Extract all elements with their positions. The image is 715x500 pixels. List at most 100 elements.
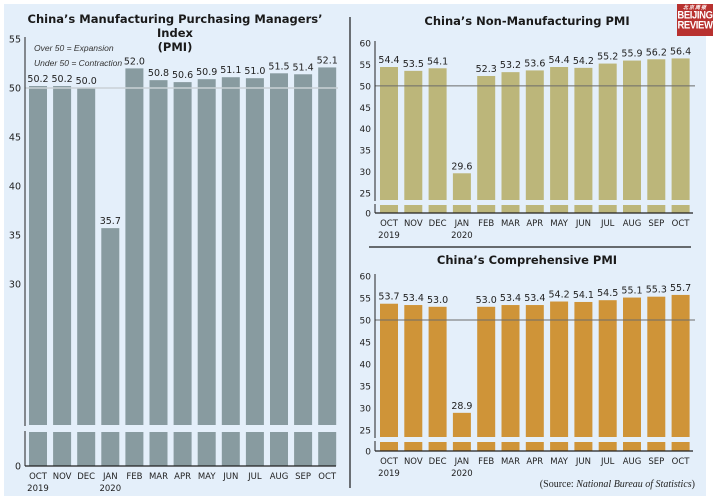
comprehensive-value-label: 54.2: [549, 290, 570, 301]
non-manufacturing-y-tick-label: 45: [360, 104, 371, 114]
non-manufacturing-bar-1: [380, 67, 398, 200]
comprehensive-category-label: SEP: [648, 457, 664, 467]
manufacturing-year-label: 2020: [99, 484, 121, 494]
non-manufacturing-bar-11: [623, 60, 641, 201]
manufacturing-bar-5: [125, 68, 144, 426]
comprehensive-bar-2: [404, 305, 423, 437]
comprehensive-bar-1: [380, 303, 398, 437]
non-manufacturing-category-label: APR: [526, 219, 543, 229]
manufacturing-value-label: 50.8: [148, 68, 169, 79]
manufacturing-category-label: NOV: [53, 472, 72, 482]
non-manufacturing-bar-stub-7: [525, 205, 544, 213]
comprehensive-y-tick-label: 45: [360, 339, 371, 349]
comprehensive-bar-stub-10: [598, 442, 617, 451]
manufacturing-bar-stub-13: [318, 432, 337, 466]
manufacturing-value-label: 35.7: [100, 216, 121, 227]
manufacturing-y-tick-label: 55: [9, 35, 21, 46]
comprehensive-category-label: JUN: [575, 457, 591, 467]
comprehensive-bar-3: [428, 306, 447, 437]
source-note: (Source: National Bureau of Statistics): [540, 479, 695, 490]
manufacturing-bar-3: [77, 88, 96, 425]
non-manufacturing-bar-stub-6: [501, 205, 520, 213]
manufacturing-bar-stub-1: [29, 432, 47, 466]
manufacturing-category-label: JUL: [247, 472, 262, 482]
comprehensive-year-label: 2020: [451, 469, 473, 479]
manufacturing-bar-stub-3: [77, 432, 96, 466]
comprehensive-bar-stub-4: [452, 442, 471, 451]
manufacturing-bar-stub-6: [149, 432, 168, 466]
comprehensive-value-label: 54.5: [597, 288, 618, 299]
non-manufacturing-value-label: 53.2: [500, 60, 521, 71]
non-manufacturing-bar-stub-13: [671, 205, 690, 213]
comprehensive-category-label: FEB: [478, 457, 494, 467]
comprehensive-bar-10: [598, 300, 617, 437]
non-manufacturing-bar-5: [477, 76, 496, 200]
manufacturing-bar-10: [245, 78, 264, 425]
comprehensive-value-label: 53.4: [403, 293, 424, 304]
non-manufacturing-value-label: 56.2: [646, 47, 667, 58]
manufacturing-title-line1: China’s Manufacturing Purchasing Manager…: [27, 12, 323, 40]
manufacturing-value-label: 51.5: [268, 61, 289, 72]
manufacturing-bar-8: [197, 79, 216, 426]
non-manufacturing-bar-6: [501, 72, 520, 200]
comprehensive-category-label: DEC: [429, 457, 447, 467]
non-manufacturing-y-tick-label: 40: [360, 125, 372, 135]
non-manufacturing-bar-12: [647, 59, 666, 201]
manufacturing-bar-stub-5: [125, 432, 144, 466]
manufacturing-bar-12: [294, 74, 313, 425]
comprehensive-bar-stub-13: [671, 442, 690, 451]
non-manufacturing-bar-stub-8: [550, 205, 569, 213]
manufacturing-chart-title: China’s Manufacturing Purchasing Manager…: [8, 12, 342, 54]
non-manufacturing-value-label: 54.1: [427, 56, 448, 67]
non-manufacturing-y-tick-label: 30: [360, 168, 372, 178]
manufacturing-category-label: OCT: [318, 472, 337, 482]
source-prefix: (Source:: [539, 479, 577, 490]
non-manufacturing-y-tick-label: 55: [360, 61, 371, 71]
comprehensive-value-label: 53.0: [476, 295, 497, 306]
manufacturing-category-label: SEP: [295, 472, 311, 482]
manufacturing-y-tick-label: 0: [15, 462, 21, 473]
comprehensive-bar-6: [501, 305, 520, 437]
non-manufacturing-category-label: FEB: [478, 219, 494, 229]
non-manufacturing-bar-stub-11: [623, 205, 641, 213]
non-manufacturing-y-tick-label: 35: [360, 147, 371, 157]
comprehensive-value-label: 53.0: [427, 295, 448, 306]
non-manufacturing-bar-stub-3: [428, 205, 447, 213]
comprehensive-value-label: 53.4: [500, 293, 521, 304]
manufacturing-value-label: 50.2: [27, 74, 48, 85]
comprehensive-bar-stub-11: [623, 442, 641, 451]
non-manufacturing-bar-3: [428, 68, 447, 201]
manufacturing-bar-4: [101, 228, 120, 425]
beijing-review-logo: 北京周报 BEIJING REVIEW: [677, 4, 713, 36]
non-manufacturing-value-label: 55.2: [597, 52, 618, 63]
manufacturing-y-tick-label: 35: [9, 231, 21, 242]
non-manufacturing-category-label: AUG: [623, 219, 642, 229]
comprehensive-y-tick-label: 55: [360, 295, 371, 305]
manufacturing-category-label: OCT: [29, 472, 48, 482]
manufacturing-bar-stub-9: [221, 432, 240, 466]
non-manufacturing-bar-10: [598, 63, 617, 201]
non-manufacturing-category-label: SEP: [648, 219, 664, 229]
source-name: National Bureau of Statistics: [576, 479, 692, 490]
manufacturing-title-line2: (PMI): [157, 40, 193, 54]
manufacturing-y-tick-label: 50: [9, 84, 21, 95]
non-manufacturing-bar-13: [671, 58, 690, 200]
non-manufacturing-category-label: JUN: [575, 219, 591, 229]
manufacturing-bar-stub-8: [197, 432, 216, 466]
manufacturing-y-tick-label: 45: [9, 133, 21, 144]
non-manufacturing-value-label: 54.4: [378, 55, 399, 66]
manufacturing-value-label: 50.2: [52, 74, 73, 85]
non-manufacturing-y-tick-label: 60: [360, 40, 372, 50]
comprehensive-value-label: 53.4: [524, 293, 545, 304]
manufacturing-y-tick-label: 40: [9, 182, 21, 193]
non-manufacturing-bar-stub-2: [404, 205, 423, 213]
manufacturing-value-label: 50.0: [76, 76, 97, 87]
non-manufacturing-category-label: DEC: [429, 219, 447, 229]
comprehensive-category-label: JAN: [454, 457, 470, 467]
comprehensive-category-label: MAR: [501, 457, 520, 467]
manufacturing-bar-7: [173, 82, 192, 426]
non-manufacturing-bar-9: [574, 67, 593, 200]
manufacturing-bar-9: [221, 77, 240, 425]
manufacturing-bar-stub-12: [294, 432, 313, 466]
